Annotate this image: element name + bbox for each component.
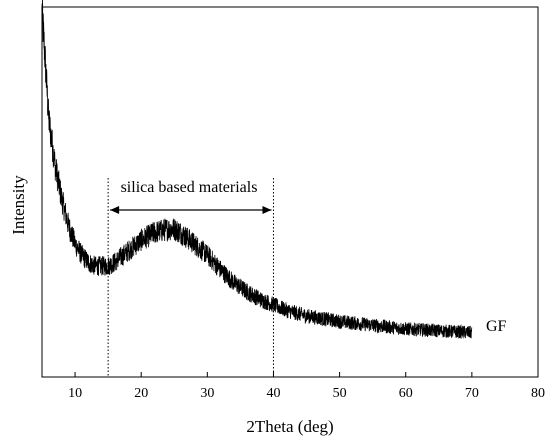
x-ticks: 10 20 30 40 50 60 70 80 [68, 372, 545, 401]
x-tick-label: 50 [333, 386, 347, 401]
arrow-head-right [262, 206, 272, 214]
x-axis-label: 2Theta (deg) [246, 417, 333, 436]
x-tick-label: 40 [266, 386, 280, 401]
annotation-text: silica based materials [121, 179, 258, 196]
series-label-gf: GF [486, 318, 507, 335]
x-tick-label: 70 [465, 386, 479, 401]
x-tick-label: 60 [399, 386, 413, 401]
arrow-head-left [110, 206, 120, 214]
x-tick-label: 10 [68, 386, 82, 401]
series-layer [41, 0, 473, 339]
y-axis-label: Intensity [9, 175, 28, 235]
series-line-gf [41, 0, 473, 339]
plot-frame [41, 6, 539, 378]
annotation-arrow [110, 206, 272, 214]
x-tick-label: 80 [531, 386, 545, 401]
x-tick-label: 30 [200, 386, 214, 401]
x-tick-label: 20 [134, 386, 148, 401]
range-markers [107, 178, 274, 377]
